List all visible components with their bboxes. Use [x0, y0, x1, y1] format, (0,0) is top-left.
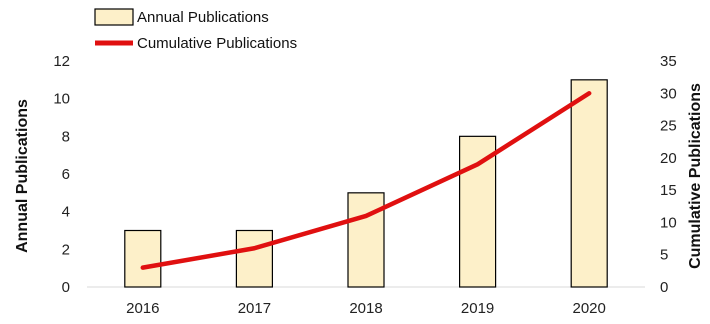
y-left-tick-label: 2: [62, 241, 70, 258]
legend: Annual Publications Cumulative Publicati…: [94, 8, 297, 52]
y-left-tick-label: 4: [62, 204, 70, 221]
legend-label-annual: Annual Publications: [137, 9, 269, 26]
plot-area: 0 2 4 6 8 10 12 0 5 10 15 20 25 30 35 2016 2017 2018 2019 2…: [53, 53, 676, 317]
y-right-tick-label: 15: [660, 182, 677, 199]
y-left-tick-label: 6: [62, 166, 70, 183]
y-right-tick-label: 0: [660, 279, 668, 296]
bar-annual-2020: [570, 79, 608, 288]
y-right-tick-label: 10: [660, 214, 677, 231]
y-right-tick-label: 35: [660, 53, 677, 70]
x-tick-label: 2020: [573, 300, 606, 317]
y-right-tick-label: 5: [660, 247, 668, 264]
y-right-tick-label: 20: [660, 150, 677, 167]
bar-annual-2017: [235, 229, 273, 288]
y-left-tick-label: 10: [53, 91, 70, 108]
x-tick-label: 2016: [126, 300, 159, 317]
y-left-tick-label: 12: [53, 53, 70, 70]
y-axis-right-title: Cumulative Publications: [687, 83, 704, 269]
y-left-tick-label: 8: [62, 128, 70, 145]
bar-annual-2016: [124, 229, 162, 288]
x-tick-label: 2017: [238, 300, 271, 317]
y-right-tick-label: 30: [660, 85, 677, 102]
x-tick-label: 2018: [349, 300, 382, 317]
legend-label-cumulative: Cumulative Publications: [137, 35, 297, 52]
x-tick-label: 2019: [461, 300, 494, 317]
y-left-tick-label: 0: [62, 279, 70, 296]
legend-swatch-annual: [94, 8, 134, 26]
y-right-tick-label: 25: [660, 118, 677, 135]
y-axis-left-title: Annual Publications: [14, 99, 31, 253]
bar-annual-2019: [459, 135, 497, 288]
bar-annual-2018: [347, 192, 385, 288]
